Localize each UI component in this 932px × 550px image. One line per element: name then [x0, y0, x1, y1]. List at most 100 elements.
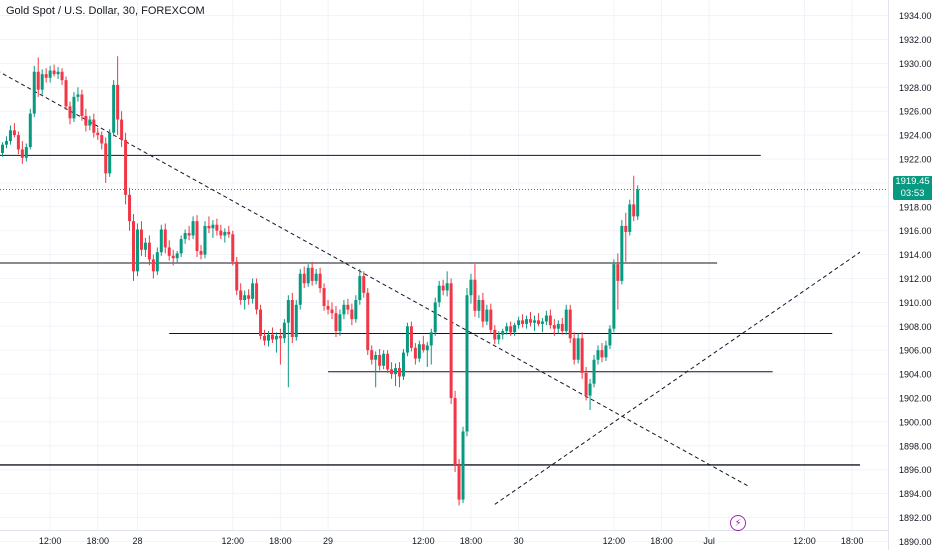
time-axis-label: 12:00 — [793, 536, 816, 546]
price-axis-label: 1908.00 — [899, 322, 932, 332]
candle-body — [386, 353, 390, 370]
candle-body — [445, 283, 449, 291]
time-axis-label: 18:00 — [269, 536, 292, 546]
candle-body — [358, 276, 362, 301]
candle-body — [362, 276, 366, 293]
candle-body — [421, 344, 425, 351]
candle-body — [167, 247, 171, 256]
candle-body — [266, 334, 270, 341]
candle-body — [390, 369, 394, 375]
time-axis-label: 28 — [132, 536, 142, 546]
candle-body — [596, 350, 600, 360]
candle-body — [4, 141, 8, 145]
candle-body — [278, 335, 282, 339]
candle-body — [24, 147, 28, 158]
candle-body — [124, 139, 128, 195]
candle-body — [433, 302, 437, 333]
candle-body — [608, 328, 612, 346]
candle-body — [592, 359, 596, 384]
price-axis-label: 1894.00 — [899, 489, 932, 499]
candle-body — [270, 334, 274, 340]
candle-body — [370, 350, 374, 360]
candle-body — [322, 288, 326, 306]
candle-body — [76, 94, 80, 97]
candle-body — [481, 300, 485, 322]
candle-body — [282, 322, 286, 339]
price-axis-label: 1896.00 — [899, 465, 932, 475]
candle-body — [497, 334, 501, 340]
price-axis-label: 1890.00 — [899, 537, 932, 547]
price-axis-label: 1912.00 — [899, 274, 932, 284]
candle-body — [441, 285, 445, 291]
price-axis-label: 1904.00 — [899, 370, 932, 380]
candle-body — [505, 326, 509, 332]
candle-body — [469, 279, 473, 296]
price-axis-label: 1900.00 — [899, 417, 932, 427]
candle-body — [251, 283, 255, 299]
candle-body — [382, 353, 386, 366]
candle-body — [183, 233, 187, 240]
candle-body — [147, 242, 151, 260]
candle-body — [68, 106, 72, 119]
time-axis-label: Jul — [703, 536, 715, 546]
candle-body — [16, 135, 20, 150]
candle-body — [536, 320, 540, 324]
candle-body — [247, 295, 251, 299]
candle-body — [143, 242, 147, 250]
candle-body — [560, 323, 564, 332]
candle-body — [112, 84, 116, 133]
candle-body — [628, 204, 632, 232]
candle-body — [255, 283, 259, 310]
candle-body — [588, 383, 592, 396]
price-axis-label: 1922.00 — [899, 155, 932, 165]
price-axis-label: 1918.00 — [899, 202, 932, 212]
candle-body — [576, 338, 580, 360]
candle-body — [108, 132, 112, 174]
price-axis-label: 1928.00 — [899, 83, 932, 93]
candle-body — [12, 130, 16, 136]
price-axis-label: 1930.00 — [899, 59, 932, 69]
candle-body — [286, 300, 290, 323]
candle-body — [92, 119, 96, 133]
candle-body — [159, 229, 163, 253]
chart-title: Gold Spot / U.S. Dollar, 30, FOREXCOM — [6, 5, 205, 17]
candle-body — [263, 335, 267, 341]
candle-body — [8, 130, 12, 142]
last-price-value: 1919.45 — [895, 176, 930, 187]
candle-body — [501, 331, 505, 335]
candle-body — [32, 71, 36, 114]
lightning-icon[interactable]: ⚡ — [730, 515, 746, 531]
candle-body — [298, 273, 302, 305]
candle-body — [100, 135, 104, 144]
candle-body — [604, 345, 608, 358]
candle-body — [346, 304, 350, 310]
price-axis-label: 1934.00 — [899, 11, 932, 21]
candle-body — [600, 350, 604, 358]
candle-body — [493, 329, 497, 340]
price-axis-label: 1932.00 — [899, 35, 932, 45]
price-axis-label: 1906.00 — [899, 346, 932, 356]
candle-body — [636, 189, 640, 217]
candle-body — [465, 295, 469, 432]
candle-body — [632, 204, 636, 217]
time-axis-label: 18:00 — [650, 536, 673, 546]
candle-body — [616, 264, 620, 281]
candle-body — [36, 71, 40, 90]
candle-body — [417, 344, 421, 359]
candle-body — [338, 314, 342, 332]
candle-body — [84, 115, 88, 126]
candle-body — [44, 74, 48, 78]
time-axis-label: 18:00 — [87, 536, 110, 546]
candle-body — [564, 309, 568, 332]
price-axis-label: 1916.00 — [899, 226, 932, 236]
candle-body — [294, 304, 298, 338]
candle-body — [72, 96, 76, 119]
candle-body — [223, 231, 227, 236]
candle-body — [120, 119, 124, 140]
candle-body — [306, 267, 310, 284]
price-axis-label: 1892.00 — [899, 513, 932, 523]
bar-countdown: 03:53 — [900, 188, 925, 199]
candle-body — [128, 194, 132, 222]
candle-body — [171, 255, 175, 259]
